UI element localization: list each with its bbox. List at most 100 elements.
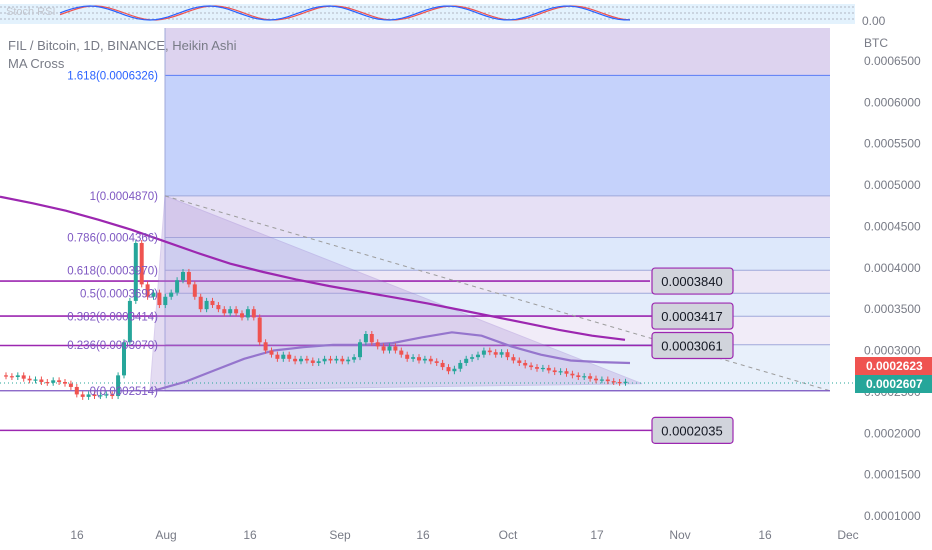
candle-body	[558, 371, 563, 373]
fib-label: 0.5(0.0003692)	[80, 288, 158, 300]
y-tick-label: 0.0005500	[864, 137, 921, 151]
fib-zone-band	[165, 195, 830, 238]
candle-body	[293, 358, 298, 362]
candle-body	[9, 376, 14, 378]
x-tick-label: 16	[416, 528, 430, 542]
candle-body	[529, 365, 534, 368]
axis-unit: BTC	[864, 36, 888, 50]
candle-body	[269, 350, 274, 355]
candle-body	[275, 354, 280, 359]
candle-body	[251, 309, 256, 318]
candle-body	[186, 271, 191, 285]
candle-body	[387, 346, 392, 351]
candle-body	[80, 394, 85, 397]
y-tick-label: 0.0003500	[864, 302, 921, 316]
candle-body	[481, 350, 486, 355]
candle-body	[287, 354, 292, 359]
candle-body	[257, 317, 262, 343]
candle-body	[611, 381, 616, 383]
x-tick-label: Oct	[499, 528, 518, 542]
y-tick-label: 0.0006000	[864, 95, 921, 109]
candle-body	[151, 292, 156, 297]
candle-body	[623, 381, 628, 383]
candle-body	[446, 367, 451, 372]
fib-zone-band	[165, 237, 830, 271]
x-tick-label: Aug	[155, 528, 176, 542]
candle-body	[576, 375, 581, 378]
candle-body	[27, 378, 32, 381]
x-tick-label: 16	[70, 528, 84, 542]
candle-body	[198, 296, 203, 310]
y-tick-label: 0.0004000	[864, 261, 921, 275]
candle-body	[599, 379, 604, 381]
candle-body	[476, 354, 480, 358]
y-tick-label: 0.0006500	[864, 54, 921, 68]
candle-body	[145, 284, 150, 297]
time-axis[interactable]: 16 Aug 16 Sep 16 Oct 17 Nov 16 Dec	[70, 528, 858, 542]
candle-body	[505, 352, 510, 358]
candle-body	[552, 370, 557, 373]
candle-body	[458, 362, 463, 369]
candle-body	[240, 313, 244, 318]
level-box-label: 0.0002035	[661, 423, 722, 438]
ma-short-line	[154, 331, 631, 392]
fib-label: 1.618(0.0006326)	[67, 70, 158, 82]
level-box	[651, 331, 734, 360]
fib-label: 0.236(0.0003070)	[67, 340, 158, 352]
chart-title: FIL / Bitcoin, 1D, BINANCE, Heikin Ashi	[8, 38, 237, 53]
candle-body	[92, 394, 97, 397]
x-tick-label: 17	[590, 528, 604, 542]
candle-body	[33, 379, 38, 381]
y-tick-label: 0.0001000	[864, 509, 921, 523]
stoch-rsi-pane: 0.00	[0, 4, 886, 28]
candles	[4, 240, 628, 400]
stoch-value: 0.00	[862, 14, 886, 28]
candle-body	[582, 376, 587, 378]
y-tick-label: 0.0002000	[864, 426, 921, 440]
candle-body	[139, 243, 144, 285]
candle-body	[157, 292, 162, 306]
candle-body	[98, 395, 103, 397]
x-tick-label: 16	[758, 528, 772, 542]
candle-body	[399, 350, 404, 355]
candle-body	[605, 379, 610, 382]
candle-body	[352, 357, 357, 360]
fib-label: 0.382(0.0003414)	[67, 311, 158, 323]
candle-body	[405, 354, 410, 359]
candle-body	[86, 394, 91, 397]
fib-zone-beyond	[165, 28, 830, 76]
fib-label: 0.786(0.0004366)	[67, 233, 158, 245]
candle-body	[487, 350, 492, 353]
candle-body	[334, 358, 339, 361]
y-tick-label: 0.0005000	[864, 178, 921, 192]
candle-body	[375, 342, 380, 347]
candle-body	[499, 352, 504, 355]
y-tick-label: 0.0003000	[864, 344, 921, 358]
candle-body	[116, 375, 121, 397]
level-box-label: 0.0003840	[661, 274, 722, 289]
fib-label: 0.618(0.0003970)	[67, 265, 158, 277]
candle-body	[322, 358, 327, 362]
candle-body	[68, 383, 73, 387]
level-box	[651, 416, 734, 444]
candle-body	[104, 394, 109, 396]
candle-body	[369, 334, 374, 343]
ma-long-line	[0, 195, 626, 341]
candle-body	[245, 309, 250, 318]
candle-body	[228, 309, 233, 314]
stoch-rsi-label: Stoch RSI	[6, 6, 56, 18]
candle-body	[617, 381, 622, 384]
candle-body	[281, 354, 286, 359]
level-boxes[interactable]: 0.0003840 0.0003417 0.0003061 0.0002035	[651, 267, 734, 444]
candle-body	[192, 284, 197, 297]
candle-body	[21, 375, 26, 379]
candle-body	[440, 362, 445, 368]
candle-body	[74, 386, 79, 395]
candle-body	[452, 368, 457, 372]
candle-body	[263, 342, 268, 351]
candle-body	[540, 367, 545, 370]
level-box	[651, 302, 734, 330]
candle-body	[535, 367, 539, 369]
candle-body	[358, 342, 362, 358]
